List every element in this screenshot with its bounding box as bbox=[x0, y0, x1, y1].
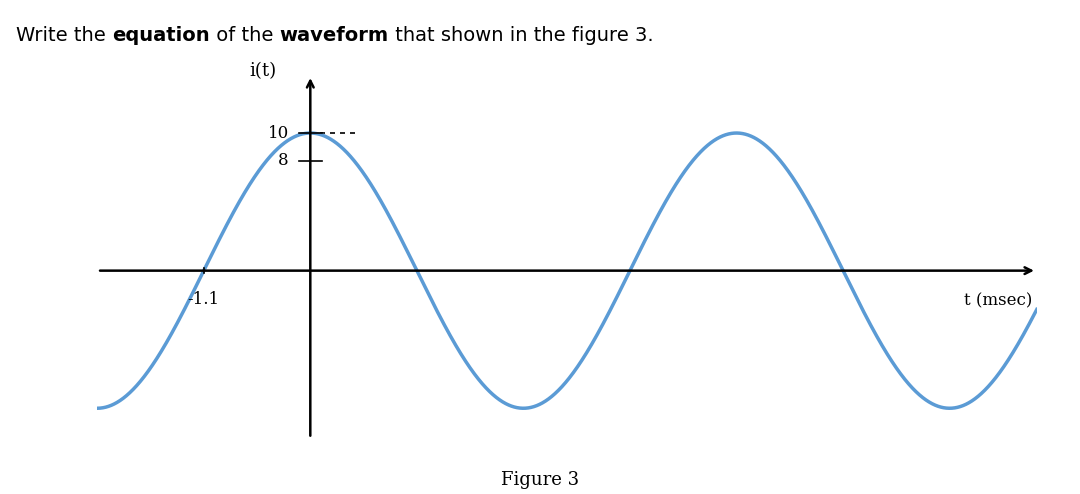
Text: t (msec): t (msec) bbox=[963, 292, 1032, 310]
Text: Write the: Write the bbox=[16, 26, 112, 45]
Text: waveform: waveform bbox=[280, 26, 389, 45]
Text: 10: 10 bbox=[268, 124, 289, 141]
Text: 8: 8 bbox=[279, 152, 289, 169]
Text: Figure 3: Figure 3 bbox=[501, 471, 579, 489]
Text: of the: of the bbox=[210, 26, 280, 45]
Text: equation: equation bbox=[112, 26, 210, 45]
Text: i(t): i(t) bbox=[249, 62, 276, 80]
Text: -1.1: -1.1 bbox=[188, 291, 220, 308]
Text: that shown in the figure 3.: that shown in the figure 3. bbox=[389, 26, 653, 45]
